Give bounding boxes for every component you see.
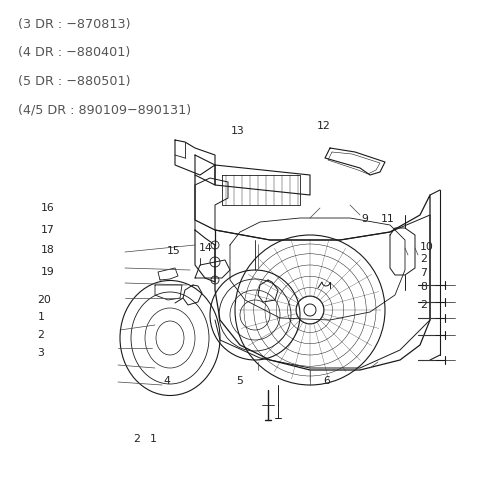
Text: 2: 2 — [420, 254, 427, 264]
Text: 9: 9 — [361, 214, 368, 224]
Text: 19: 19 — [41, 267, 55, 277]
Text: 11: 11 — [381, 214, 395, 224]
Text: (4 DR : −880401): (4 DR : −880401) — [18, 46, 130, 59]
Text: 3: 3 — [37, 348, 44, 358]
Text: 2: 2 — [420, 300, 427, 310]
Text: 2: 2 — [133, 434, 140, 444]
Text: 8: 8 — [420, 282, 427, 291]
Text: (4/5 DR : 890109−890131): (4/5 DR : 890109−890131) — [18, 104, 191, 117]
Text: 1: 1 — [37, 312, 44, 322]
Text: 17: 17 — [41, 225, 55, 235]
Text: 13: 13 — [231, 126, 244, 136]
Text: 2: 2 — [37, 330, 44, 340]
Text: 16: 16 — [41, 204, 55, 213]
Text: 20: 20 — [37, 295, 51, 305]
Text: (3 DR : −870813): (3 DR : −870813) — [18, 18, 131, 31]
Text: 7: 7 — [420, 268, 427, 278]
Text: 14: 14 — [199, 243, 213, 253]
Text: 10: 10 — [420, 242, 434, 251]
Text: 12: 12 — [317, 121, 331, 131]
Text: 4: 4 — [164, 376, 170, 386]
Text: 5: 5 — [237, 376, 243, 386]
Text: 18: 18 — [41, 246, 55, 255]
Text: (5 DR : −880501): (5 DR : −880501) — [18, 75, 131, 88]
Text: 1: 1 — [150, 434, 157, 444]
Text: 15: 15 — [167, 246, 181, 256]
Text: 6: 6 — [323, 376, 330, 386]
